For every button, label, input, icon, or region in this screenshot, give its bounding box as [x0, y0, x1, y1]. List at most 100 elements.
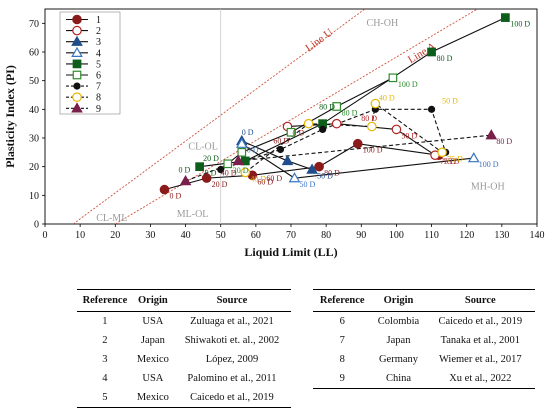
legend-entry: 3 [96, 37, 101, 48]
source-cell: Wiemer et al., 2017 [438, 354, 522, 365]
origin-cell: Japan [140, 335, 165, 346]
data-label: 75 D [440, 157, 456, 166]
data-label: 80 D [342, 108, 358, 117]
data-point-series-3 [306, 163, 318, 174]
data-label: 60 D [273, 137, 289, 146]
header-source: Source [172, 289, 291, 312]
x-tick-label: 70 [286, 230, 296, 241]
ref-cell: 7 [339, 335, 345, 346]
legend-entry: 2 [96, 26, 101, 37]
x-tick-label: 130 [494, 230, 509, 241]
series-line-1 [164, 143, 439, 191]
source-cell: Shiwakoti et. al., 2002 [184, 335, 280, 346]
data-label: 0 D [292, 129, 304, 138]
ref-cell: 8 [339, 354, 345, 365]
y-tick-label: 10 [29, 191, 39, 202]
x-tick-label: 120 [459, 230, 474, 241]
source-cell: Tanaka et al., 2001 [440, 335, 521, 346]
data-point-series-5 [427, 47, 436, 57]
origin-cell: Japan [386, 335, 411, 346]
zone-label: CL-ML [96, 213, 127, 224]
data-label: 40 D [221, 168, 237, 177]
table-row: 8 Germany Wiemer et al., 2017 [313, 350, 535, 369]
x-tick-label: 90 [356, 230, 366, 241]
ref-cell: 4 [102, 373, 108, 384]
data-point-series-1 [201, 173, 212, 183]
legend-marker [72, 14, 82, 25]
ref-line-label: Line U [303, 26, 335, 54]
y-tick-label: 50 [29, 76, 39, 87]
legend-entry: 5 [96, 59, 101, 70]
data-label: 20 D [203, 154, 219, 163]
zone-label: ML-OL [177, 209, 209, 220]
data-point-series-7 [276, 145, 285, 154]
legend-entry: 4 [96, 48, 101, 59]
data-point-series-7 [217, 165, 225, 174]
x-tick-label: 40 [181, 230, 191, 241]
origin-cell: USA [142, 316, 164, 327]
data-point-series-8 [370, 98, 381, 109]
data-point-series-4 [467, 152, 480, 163]
data-label: 20 D [212, 180, 228, 189]
x-axis-label: Liquid Limit (LL) [244, 245, 337, 259]
y-tick-label: 20 [29, 162, 39, 173]
ref-cell: 1 [102, 316, 108, 327]
data-label: 75 D [444, 157, 460, 166]
x-tick-label: 30 [145, 230, 155, 241]
y-tick-label: 0 [34, 220, 39, 231]
data-label: 80 D [361, 114, 377, 123]
x-tick-label: 140 [530, 230, 545, 241]
data-label: 80 D [496, 137, 512, 146]
legend-marker [72, 70, 82, 80]
x-tick-label: 60 [251, 230, 261, 241]
data-point-series-8 [303, 118, 314, 129]
legend-entry: 7 [96, 82, 101, 93]
data-point-series-6 [388, 73, 398, 83]
data-point-series-2 [331, 118, 342, 129]
table-row: 7 Japan Tanaka et al., 2001 [313, 331, 535, 350]
data-label: 100 D [398, 80, 418, 89]
x-tick-label: 10 [75, 230, 85, 241]
data-point-series-6 [332, 102, 342, 111]
legend-entry: 1 [96, 15, 101, 26]
data-label: 0 D [169, 192, 181, 201]
data-point-series-8 [367, 121, 377, 132]
zone-label: CL-OL [188, 141, 217, 152]
data-label: 50 D [401, 131, 417, 140]
source-cell: Caicedo et al., 2019 [438, 316, 523, 327]
ref-cell: 9 [313, 369, 372, 389]
data-label: 50 D [317, 172, 333, 181]
data-point-series-8 [437, 147, 447, 158]
table-row: 2 Japan Shiwakoti et. al., 2002 [77, 331, 291, 350]
data-label: 0 D [205, 169, 217, 178]
y-tick-label: 30 [29, 134, 39, 145]
data-point-series-6 [237, 147, 247, 157]
series-line-7 [220, 108, 447, 171]
data-label: 0 D [247, 146, 259, 155]
data-point-series-8 [240, 167, 251, 178]
legend-marker [72, 25, 82, 36]
data-label: 80 D [437, 54, 453, 63]
x-tick-label: 20 [110, 230, 120, 241]
data-point-series-3 [281, 154, 294, 166]
data-point-series-1 [352, 138, 363, 149]
source-cell: Palomino et al., 2011 [187, 373, 277, 384]
origin-cell: China [371, 369, 426, 389]
legend-marker [71, 102, 83, 113]
y-tick-label: 70 [29, 19, 39, 30]
legend-entry: 9 [96, 104, 101, 115]
y-axis-label: Plasticity Index (PI) [3, 65, 17, 168]
zone-label: CH-OH [367, 18, 399, 29]
data-point-series-9 [232, 154, 245, 166]
legend-marker [71, 46, 83, 58]
ref-cell: 6 [339, 316, 345, 327]
data-point-series-6 [286, 127, 296, 137]
origin-cell: Germany [378, 354, 419, 365]
data-label: 75 D [447, 154, 463, 163]
ref-line-1 [115, 9, 478, 224]
data-label: 40 D [379, 94, 395, 103]
header-reference: Reference [313, 289, 372, 312]
reference-lines [72, 9, 478, 224]
data-point-series-2 [391, 124, 402, 135]
